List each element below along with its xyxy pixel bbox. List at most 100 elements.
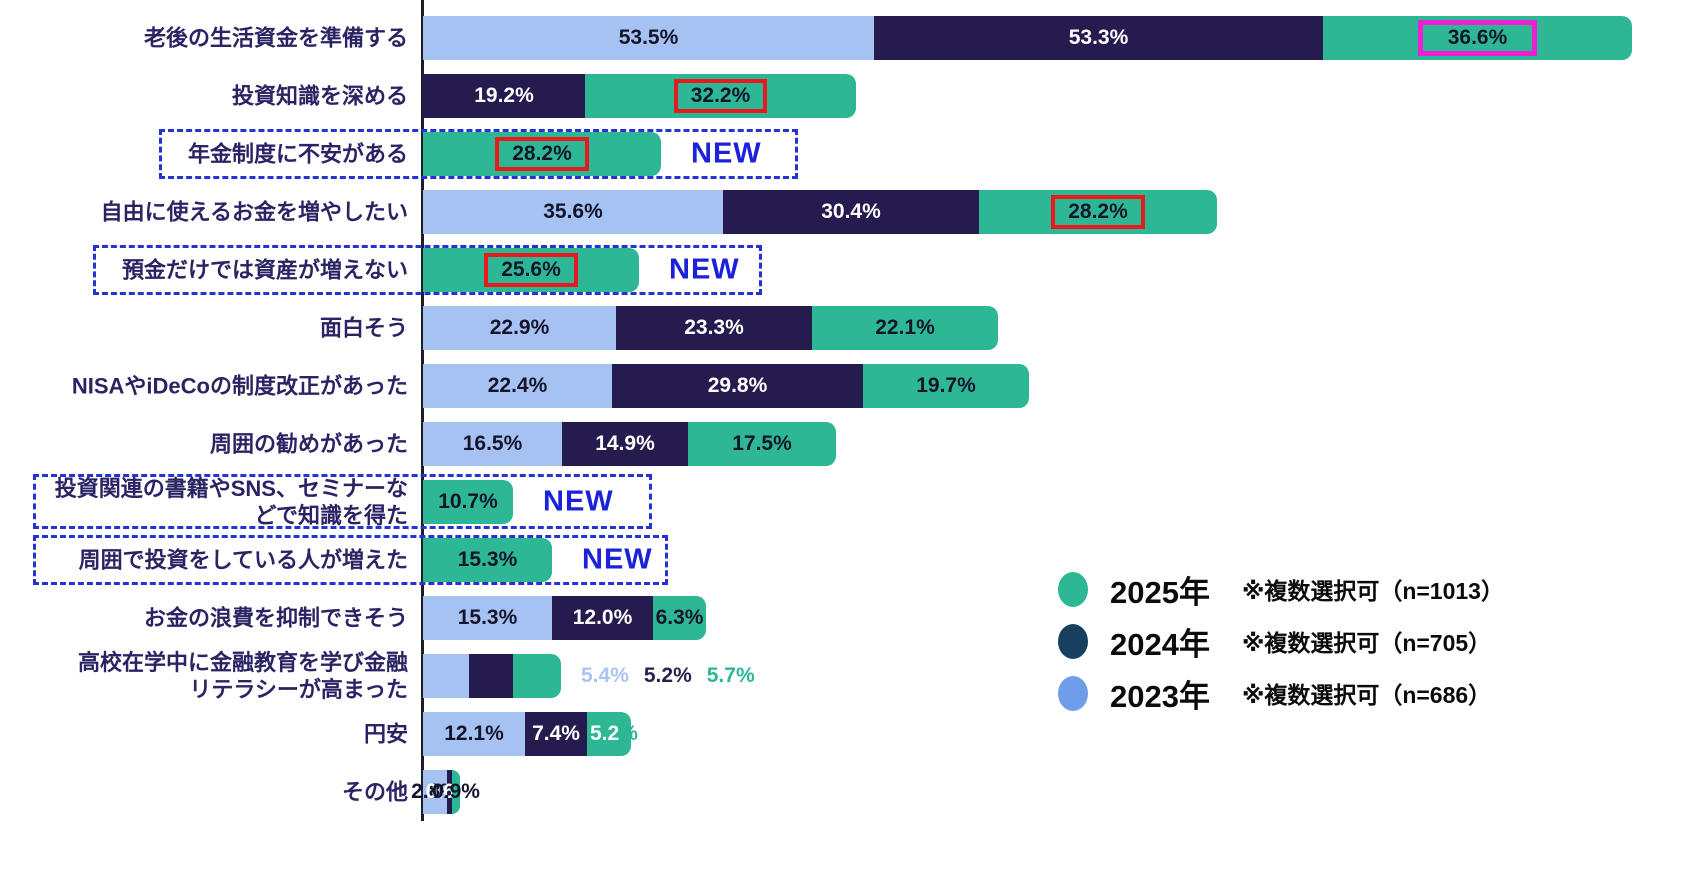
category-label-line: 年金制度に不安がある — [187, 141, 408, 167]
bar-segment-2025: 10.7% — [423, 480, 513, 524]
bar-segment-2024: 14.9% — [562, 422, 688, 466]
bar: 15.3% 12.0% 6.3% — [423, 596, 706, 640]
bar-segment-2023: 35.6% — [423, 190, 723, 234]
bar: 12.1% 7.4% 5.2% — [423, 712, 638, 756]
rows: 老後の生活資金を準備する 53.5% 53.3% 36.6% 投資知識を深める 19.2%… — [0, 9, 1692, 821]
new-badge: NEW — [669, 253, 740, 286]
bar-row: 自由に使えるお金を増やしたい 35.6% 30.4% 28.2% — [0, 183, 1692, 241]
category-label: その他 — [0, 779, 408, 806]
category-label-line: 投資知識を深める — [231, 83, 408, 109]
category-label-line: 面白そう — [319, 315, 408, 341]
new-badge: NEW — [582, 543, 653, 576]
bar-segment-2025: 5.2% — [587, 712, 638, 756]
value-label-highlighted: 28.2% — [495, 137, 589, 171]
bar-row: 周囲で投資をしている人が増えた 15.3% NEW — [0, 531, 1692, 589]
value-label: 22.9% — [489, 316, 550, 339]
bar-segment-2025: 28.2% — [423, 132, 661, 176]
value-label: 35.6% — [543, 200, 603, 223]
bar: 28.2% — [423, 132, 661, 176]
new-highlight-box — [159, 129, 798, 179]
bar-row: 高校在学中に金融教育を学び金融 リテラシーが高まった 5.4% 5.2% 5.7% — [0, 647, 1692, 705]
value-label: 10.7% — [438, 490, 498, 513]
bar-segment-2025 — [513, 654, 561, 698]
value-label-outside: 5.7% — [706, 664, 755, 687]
legend-swatch-2024 — [1058, 623, 1088, 659]
legend-swatch-2025 — [1058, 571, 1088, 607]
category-label-line: 老後の生活資金を準備する — [143, 25, 408, 51]
bar-segment-2023 — [423, 654, 469, 698]
value-label-part: % — [619, 722, 638, 745]
bar-segment-2024: 19.2% — [423, 74, 585, 118]
category-label-line: リテラシーが高まった — [189, 677, 408, 702]
category-label: 周囲の勧めがあった — [0, 431, 408, 458]
value-label: 29.8% — [707, 374, 768, 397]
value-label-part: 5.2 — [590, 722, 620, 745]
category-label-line: その他 — [341, 779, 408, 805]
bar-segment-2024: 23.3% — [616, 306, 812, 350]
category-label-line: どで知識を得た — [254, 503, 408, 528]
bar-segment-2024: 30.4% — [723, 190, 979, 234]
bar-segment-2023: 15.3% — [423, 596, 552, 640]
legend-year-label: 2025年 — [1110, 574, 1210, 610]
value-label: 7.4% — [532, 722, 580, 745]
category-label: 老後の生活資金を準備する — [0, 25, 408, 52]
bar-row: その他 2.8% 0.6% 0.9% — [0, 763, 1692, 821]
category-label: 投資関連の書籍やSNS、セミナーな どで知識を得た — [0, 475, 408, 529]
bar: 19.2% 32.2% — [423, 74, 856, 118]
bar-row: お金の浪費を抑制できそう 15.3% 12.0% 6.3% — [0, 589, 1692, 647]
category-label-line: NISAやiDeCoの制度改正があった — [71, 373, 408, 399]
category-label-line: 自由に使えるお金を増やしたい — [100, 199, 408, 225]
value-label-overflow: 5.2% — [590, 722, 638, 746]
bar-segment-2023: 22.9% — [423, 306, 616, 350]
bar: 22.9% 23.3% 22.1% — [423, 306, 998, 350]
value-label: 12.0% — [572, 606, 633, 629]
bar — [423, 654, 561, 698]
category-label: NISAやiDeCoの制度改正があった — [0, 373, 408, 400]
value-label: 6.3% — [655, 606, 704, 629]
bar-segment-2024 — [469, 654, 513, 698]
outside-value-labels: 5.4% 5.2% 5.7% — [581, 664, 755, 688]
value-label: 30.4% — [821, 200, 881, 223]
legend-item: 2023年 ※複数選択可（n=686） — [1058, 667, 1504, 719]
bar: 35.6% 30.4% 28.2% — [423, 190, 1217, 234]
new-badge: NEW — [691, 137, 762, 170]
category-label: 高校在学中に金融教育を学び金融 リテラシーが高まった — [0, 649, 408, 703]
bar-row: 預金だけでは資産が増えない 25.6% NEW — [0, 241, 1692, 299]
legend-year-label: 2023年 — [1110, 678, 1210, 714]
category-label-line: 高校在学中に金融教育を学び金融 — [77, 650, 408, 675]
value-label: 2.8% — [411, 780, 459, 803]
bar-segment-2024: 7.4% — [525, 712, 587, 756]
category-label: 円安 — [0, 721, 408, 748]
category-label-line: お金の浪費を抑制できそう — [143, 605, 408, 631]
bar-segment-2025: 36.6% — [1323, 16, 1632, 60]
category-label: 自由に使えるお金を増やしたい — [0, 199, 408, 226]
bar-segment-2025: 25.6% — [423, 248, 639, 292]
new-highlight-box — [93, 245, 762, 295]
legend-item: 2025年 ※複数選択可（n=1013） — [1058, 563, 1504, 615]
bar: 53.5% 53.3% 36.6% — [423, 16, 1632, 60]
bar-segment-2023: 53.5% — [423, 16, 874, 60]
bar-segment-2023: 2.8% — [411, 770, 459, 814]
bar-row: 年金制度に不安がある 28.2% NEW — [0, 125, 1692, 183]
bar: 16.5% 14.9% 17.5% — [423, 422, 836, 466]
value-label: 53.3% — [1068, 26, 1129, 49]
bar: 22.4% 29.8% 19.7% — [423, 364, 1029, 408]
bar: 2.8% 0.6% 0.9% — [411, 770, 480, 814]
legend-swatch-2023 — [1058, 675, 1088, 711]
category-label: 投資知識を深める — [0, 83, 408, 110]
bar-segment-2024: 12.0% — [552, 596, 653, 640]
value-label: 17.5% — [732, 432, 792, 455]
legend-year-label: 2024年 — [1110, 626, 1210, 662]
value-label: 23.3% — [684, 316, 744, 339]
bar-segment-2025: 28.2% — [979, 190, 1217, 234]
bar-segment-2024: 53.3% — [874, 16, 1323, 60]
category-label-line: 投資関連の書籍やSNS、セミナーな — [54, 476, 408, 501]
bar-segment-2025: 0.9% — [432, 770, 480, 814]
value-label: 22.1% — [875, 316, 935, 339]
bar-row: NISAやiDeCoの制度改正があった 22.4% 29.8% 19.7% — [0, 357, 1692, 415]
value-label: 0.9% — [432, 780, 480, 803]
category-label: 周囲で投資をしている人が増えた — [0, 547, 408, 574]
bar-segment-2024: 29.8% — [612, 364, 863, 408]
bar: 25.6% — [423, 248, 639, 292]
